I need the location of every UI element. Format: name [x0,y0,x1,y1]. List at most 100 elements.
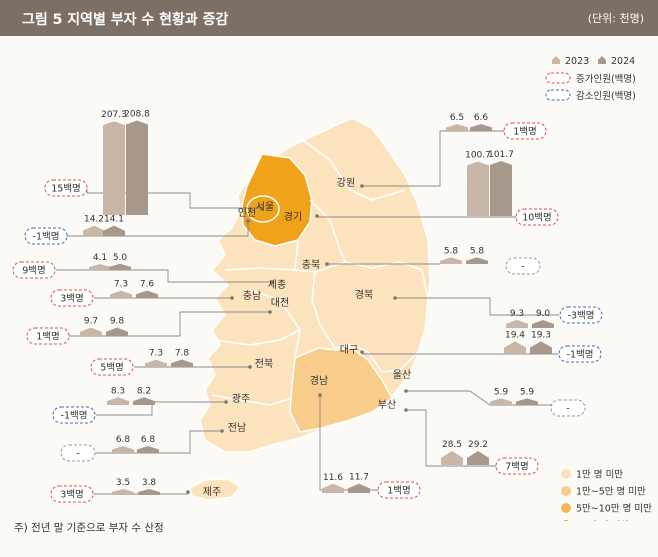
region-14-name: 전남 [228,422,246,434]
region-2-dot [315,214,319,218]
region-15-value-2024: 11.7 [349,473,369,483]
legend-tier-4-swatch [563,520,569,521]
region-3-bar-2024 [470,124,492,131]
region-11-bar-2024 [516,398,538,405]
region-4-change-box [12,261,56,279]
border-line-3 [224,267,296,271]
region-9-value-2023: 19.4 [505,330,525,340]
region-0-bar-2024 [126,120,148,215]
border-line-0 [241,153,313,247]
region-7-change-label: 1백명 [36,332,60,343]
region-0-bar-2023 [103,121,125,215]
region-11-name: 울산 [393,369,411,381]
region-14-change-box [60,444,96,462]
region-9-value-2024: 19.3 [531,330,551,340]
region-11-bar-2023 [490,398,512,405]
region-8-value-2024: 9.0 [536,309,551,319]
korea-map [189,117,431,501]
region-2-name: 경기 [284,210,302,223]
region-14-bar-2023 [112,445,134,453]
region-7-dot [268,310,272,314]
region-12-value-2023: 8.3 [111,386,125,396]
region-10-change-box [90,358,134,376]
region-0-dot [260,207,264,211]
region-0-leader [86,188,262,209]
region-5-value-2024: 5.8 [470,246,485,256]
region-5-value-2023: 5.8 [444,246,459,256]
region-2-bar-2024 [490,161,512,216]
gyeonggi-shape [242,154,312,246]
region-13-name: 부산 [378,399,396,411]
region-6-bar-2024 [136,290,158,298]
region-11-change-label: - [566,404,569,415]
region-4-leader [56,269,272,283]
unit-label: (단위: 천명) [587,12,644,25]
region-15-change-box [377,481,421,499]
region-15-dot [318,393,322,397]
region-7-change-box [26,327,70,345]
region-5-name: 충북 [302,259,320,271]
region-1-value-2024: 14.1 [104,215,124,225]
legend-2023-label: 2023 [565,56,589,67]
region-12-leader [96,401,226,416]
region-0-change-box [44,179,88,197]
region-4-name: 세종 [268,279,286,291]
region-3-value-2023: 6.5 [450,113,464,123]
legend-decrease-label: 감소인원(백명) [576,90,636,102]
border-line-4 [249,289,301,359]
region-12-change-label: -1백명 [61,411,88,422]
region-10-bar-2023 [145,359,167,367]
region-13-bar-2023 [441,451,463,465]
region-13-value-2023: 28.5 [442,440,462,450]
region-3-bar-2023 [446,124,468,131]
legend-increase-label: 증가인원(백명) [576,74,636,85]
region-15-value-2023: 11.6 [323,473,343,483]
legend-tier-3-swatch [561,503,571,513]
region-1-name: 인천 [238,207,256,219]
region-6-change-box [50,289,94,307]
legend-2023-swatch [552,56,560,64]
region-0-value-2023: 207.3 [101,110,127,120]
region-11-value-2024: 5.9 [520,387,535,397]
region-8-change-box [559,306,603,324]
region-8-bar-2023 [506,319,528,328]
region-16-change-label: 3백명 [60,490,84,501]
region-8-dot [393,296,397,300]
region-0-name: 서울 [256,201,274,213]
region-10-dot [248,365,252,369]
region-1-change-box [24,227,68,245]
region-13-leader [406,409,497,467]
region-16-dot [186,490,190,494]
region-2-value-2024: 101.7 [488,150,514,160]
region-16-name: 제주 [203,486,221,498]
region-12-name: 광주 [232,393,250,405]
region-2-change-label: 10백명 [522,213,552,224]
region-5-bar-2023 [440,257,462,264]
region-8-value-2023: 9.3 [510,309,524,319]
jeju-shape [189,478,242,501]
region-16-change-box [50,485,94,503]
region-15-change-label: 1백명 [387,486,411,497]
gyeongnam-shape [289,347,393,433]
region-1-bar-2023 [83,225,105,236]
region-13-change-label: 7백명 [505,462,529,473]
region-1-dot [246,219,250,223]
region-12-dot [224,400,228,404]
region-8-name: 경북 [355,288,373,301]
region-10-name: 전북 [255,358,273,370]
region-10-change-label: 5백명 [100,363,124,374]
region-7-value-2023: 9.7 [84,317,98,327]
region-5-bar-2024 [466,257,488,264]
region-8-change-label: -3백명 [568,311,595,322]
region-10-value-2023: 7.3 [149,349,163,359]
region-5-change-box [505,257,541,275]
region-15-bar-2023 [322,483,344,493]
region-4-change-label: 9백명 [22,266,46,277]
region-2-change-box [515,208,559,226]
region-2-value-2023: 100.7 [465,151,491,161]
region-3-name: 강원 [337,177,355,189]
region-7-value-2024: 9.8 [110,317,125,327]
region-16-bar-2024 [138,489,160,495]
region-12-change-box [52,406,96,424]
